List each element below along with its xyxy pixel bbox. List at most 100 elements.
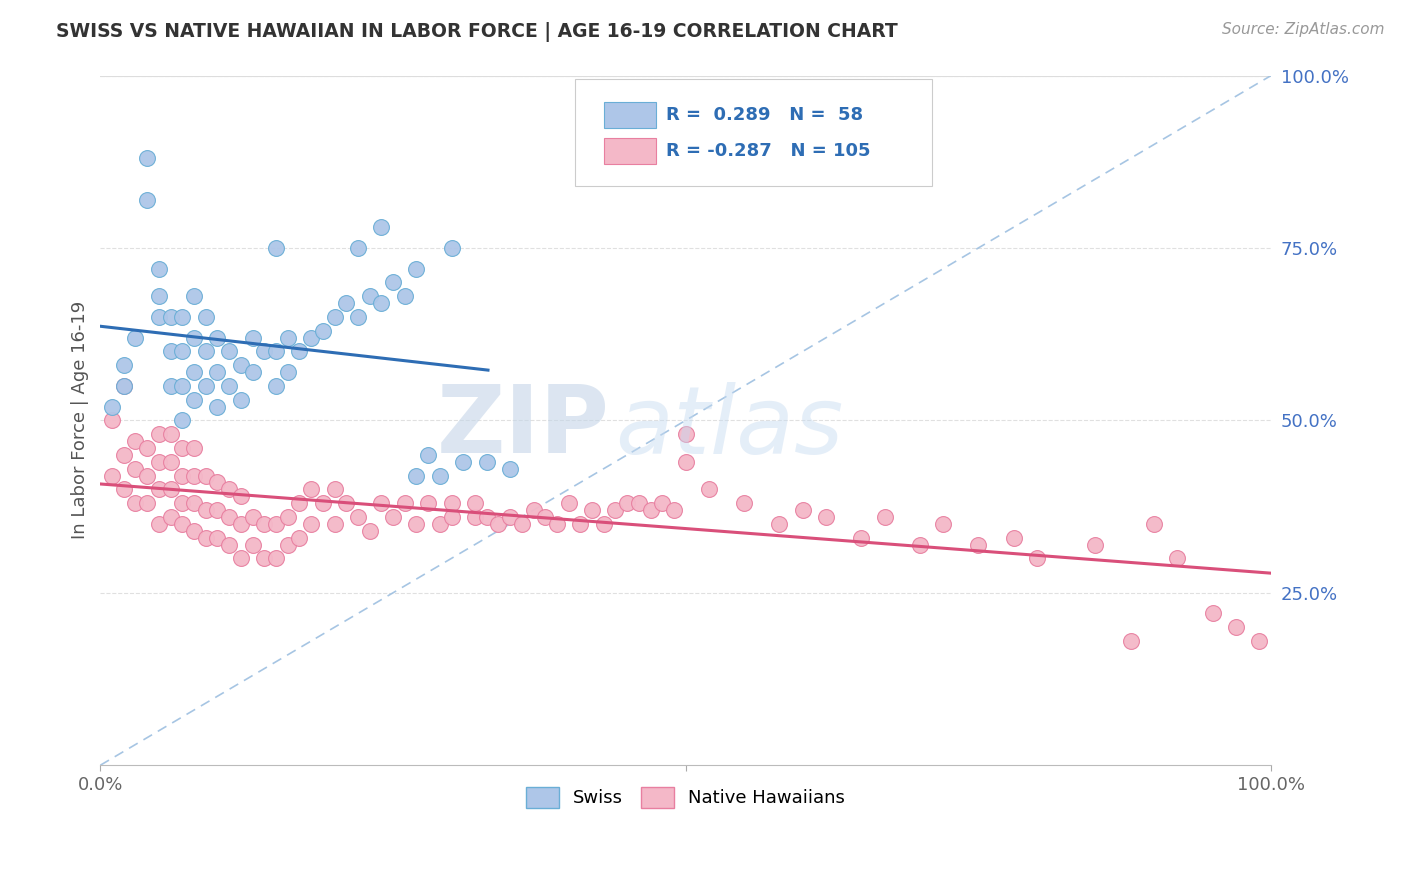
Point xyxy=(148,289,170,303)
Point xyxy=(218,537,240,551)
Point xyxy=(768,516,790,531)
Point xyxy=(932,516,955,531)
Text: R =  0.289   N =  58: R = 0.289 N = 58 xyxy=(666,106,863,124)
Point xyxy=(323,516,346,531)
Point xyxy=(112,358,135,372)
Point xyxy=(347,241,370,255)
Point xyxy=(382,510,405,524)
Point xyxy=(229,551,252,566)
Point xyxy=(242,365,264,379)
Point xyxy=(183,441,205,455)
Point xyxy=(148,516,170,531)
Point xyxy=(207,365,229,379)
Point xyxy=(229,392,252,407)
Point xyxy=(288,496,311,510)
Point xyxy=(323,310,346,324)
Point xyxy=(172,344,194,359)
Y-axis label: In Labor Force | Age 16-19: In Labor Force | Age 16-19 xyxy=(72,301,89,540)
Point xyxy=(159,483,181,497)
Point xyxy=(1084,537,1107,551)
Point xyxy=(229,489,252,503)
Point xyxy=(429,516,451,531)
Point xyxy=(112,483,135,497)
Point xyxy=(136,496,159,510)
Point xyxy=(1119,634,1142,648)
Point xyxy=(148,310,170,324)
Point xyxy=(159,427,181,442)
Point xyxy=(440,496,463,510)
Point xyxy=(242,330,264,344)
Point xyxy=(453,455,475,469)
Point xyxy=(159,310,181,324)
Point xyxy=(546,516,568,531)
Point xyxy=(229,516,252,531)
Point xyxy=(288,531,311,545)
Point xyxy=(405,516,427,531)
Point xyxy=(347,510,370,524)
Point xyxy=(475,455,498,469)
Point xyxy=(522,503,544,517)
Point xyxy=(733,496,755,510)
Point xyxy=(183,289,205,303)
Point xyxy=(651,496,673,510)
Point xyxy=(207,330,229,344)
Point xyxy=(148,261,170,276)
Point xyxy=(124,330,146,344)
Point xyxy=(172,496,194,510)
Point xyxy=(242,510,264,524)
Point xyxy=(136,441,159,455)
Point xyxy=(253,551,276,566)
Point xyxy=(159,455,181,469)
Point xyxy=(136,468,159,483)
Point xyxy=(172,516,194,531)
Point xyxy=(101,400,124,414)
Point xyxy=(418,496,440,510)
Point xyxy=(534,510,557,524)
Point xyxy=(908,537,931,551)
Point xyxy=(172,441,194,455)
Point xyxy=(569,516,592,531)
Point xyxy=(194,310,217,324)
Point xyxy=(359,289,381,303)
Point xyxy=(370,220,392,235)
Point xyxy=(183,524,205,538)
Point xyxy=(124,461,146,475)
FancyBboxPatch shape xyxy=(603,102,657,128)
Point xyxy=(627,496,650,510)
FancyBboxPatch shape xyxy=(575,79,932,186)
Point xyxy=(370,296,392,310)
Point xyxy=(299,516,322,531)
Point xyxy=(207,503,229,517)
Point xyxy=(159,344,181,359)
FancyBboxPatch shape xyxy=(603,138,657,164)
Point xyxy=(148,427,170,442)
Point xyxy=(264,551,287,566)
Point xyxy=(394,496,416,510)
Point xyxy=(429,468,451,483)
Point xyxy=(136,151,159,165)
Point xyxy=(1225,620,1247,634)
Point xyxy=(242,537,264,551)
Text: Source: ZipAtlas.com: Source: ZipAtlas.com xyxy=(1222,22,1385,37)
Point xyxy=(605,503,627,517)
Text: ZIP: ZIP xyxy=(437,381,610,474)
Point xyxy=(1002,531,1025,545)
Point xyxy=(207,400,229,414)
Point xyxy=(207,531,229,545)
Point xyxy=(218,379,240,393)
Point xyxy=(288,344,311,359)
Point xyxy=(440,241,463,255)
Point xyxy=(510,516,533,531)
Point xyxy=(124,496,146,510)
Point xyxy=(1143,516,1166,531)
Point xyxy=(194,344,217,359)
Point xyxy=(1249,634,1271,648)
Point xyxy=(264,241,287,255)
Text: SWISS VS NATIVE HAWAIIAN IN LABOR FORCE | AGE 16-19 CORRELATION CHART: SWISS VS NATIVE HAWAIIAN IN LABOR FORCE … xyxy=(56,22,898,42)
Point xyxy=(475,510,498,524)
Point xyxy=(792,503,814,517)
Point xyxy=(183,365,205,379)
Point xyxy=(277,365,299,379)
Point xyxy=(347,310,370,324)
Point xyxy=(183,392,205,407)
